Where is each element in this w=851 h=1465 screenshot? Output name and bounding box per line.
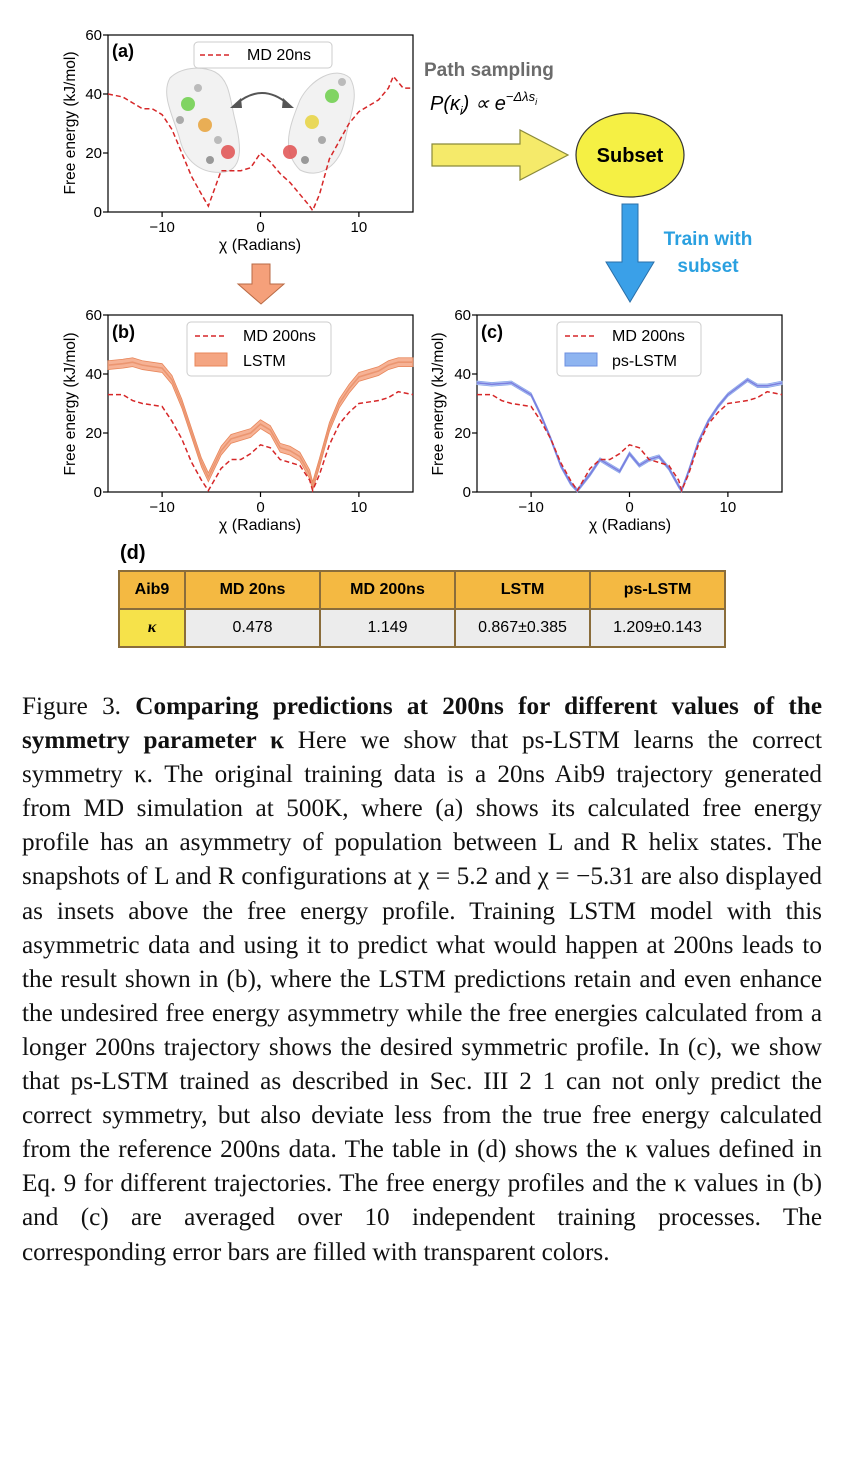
x-tick-label: 0 [625,499,633,516]
table-header-cell: MD 200ns [319,570,456,610]
legend-label-md20: MD 20ns [247,47,311,64]
y-tick-label: 20 [85,145,102,162]
series-line-md-20ns [107,74,413,213]
swap-arrowhead-right-icon [282,98,294,108]
y-tick-label: 40 [85,86,102,103]
y-tick-label: 0 [94,204,102,221]
series-line-md-200ns [108,390,414,493]
figure-canvas: 0 20 40 60 −10 0 10 MD 20ns (a) [62,27,783,534]
figure-caption: Figure 3. Comparing predictions at 200ns… [22,690,822,1270]
table-row: κ 0.478 1.149 0.867±0.385 1.209±0.143 [118,608,726,648]
x-tick-label: 10 [351,219,368,236]
table-header-row: Aib9 MD 20ns MD 200ns LSTM ps-LSTM [118,570,726,610]
table-row-label: κ [118,608,186,648]
panel-label-c: (c) [481,322,503,342]
panel-label-a: (a) [112,41,134,61]
arrow-down-blue-icon [605,203,655,303]
molecule-inset-left [166,67,240,173]
series-line-ps-lstm [476,378,783,493]
caption-body: Here we show that ps-LSTM learns the cor… [22,727,822,1266]
x-axis-label-b: χ (Radians) [219,517,301,534]
panel-label-b: (b) [112,322,135,342]
path-sampling-label: Path sampling [424,60,554,81]
x-tick-label: −10 [149,219,174,236]
molecule-inset-right [283,72,355,174]
legend-label-md200-b: MD 200ns [243,328,316,345]
table-header-cell: Aib9 [118,570,186,610]
legend-label-pslstm: ps-LSTM [612,353,677,370]
legend-box-a [193,41,333,69]
y-tick-label: 20 [85,425,102,442]
subset-train-label: subset [677,256,739,277]
y-tick-label: 0 [94,484,102,501]
subset-node [575,112,685,198]
series-band-ps-lstm [476,377,783,494]
y-tick-label: 60 [85,307,102,324]
x-tick-label: 0 [256,219,264,236]
y-tick-label: 20 [454,425,471,442]
table-cell: 1.209±0.143 [589,608,726,648]
table-header-cell: ps-LSTM [589,570,726,610]
x-tick-label: 0 [256,499,264,516]
arrow-right-yellow-icon [431,129,570,181]
kappa-table: Aib9 MD 20ns MD 200ns LSTM ps-LSTM κ 0.4… [118,570,726,648]
caption-title: Comparing predictions at 200ns for diffe… [22,693,823,755]
panel-b: 0 20 40 60 −10 0 10 MD 200ns LSTM (b) Free ene… [62,307,414,534]
y-tick-label: 40 [454,366,471,383]
x-tick-label: −10 [518,499,543,516]
x-tick-label: 10 [351,499,368,516]
legend-label-md200-c: MD 200ns [612,328,685,345]
subset-label: Subset [597,145,664,167]
panel-label-d: (d) [120,542,146,564]
x-axis-label-c: χ (Radians) [589,517,671,534]
train-with-label: Train with [664,229,753,250]
x-tick-label: −10 [149,499,174,516]
table-cell: 0.867±0.385 [454,608,591,648]
y-tick-label: 0 [463,484,471,501]
x-axis-label-a: χ (Radians) [219,237,301,254]
table-header-cell: LSTM [454,570,591,610]
y-axis-label-c: Free energy (kJ/mol) [430,333,447,476]
y-axis-label-b: Free energy (kJ/mol) [62,333,79,476]
table-header-cell: MD 20ns [184,570,321,610]
legend-swatch-lstm [194,352,228,367]
y-tick-label: 60 [454,307,471,324]
y-tick-label: 60 [85,27,102,44]
path-sampling-formula: P(κi) ∝ e−Δλsi [430,89,538,118]
table-cell: 0.478 [184,608,321,648]
series-line-lstm [107,361,413,490]
caption-figure-label: Figure 3. [22,693,121,720]
swap-arrow-icon [235,92,289,105]
legend-swatch-pslstm [564,352,598,367]
panel-a: 0 20 40 60 −10 0 10 MD 20ns (a) [62,27,414,254]
x-tick-label: 10 [720,499,737,516]
y-axis-label-a: Free energy (kJ/mol) [62,52,79,195]
arrow-down-orange-icon [236,263,286,305]
panel-c: 0 20 40 60 −10 0 10 MD 200ns ps-LSTM (c) Free … [430,307,783,534]
y-tick-label: 40 [85,366,102,383]
legend-label-lstm: LSTM [243,353,286,370]
table-cell: 1.149 [319,608,456,648]
swap-arrowhead-left-icon [230,98,242,108]
series-line-md-200ns [477,390,783,493]
